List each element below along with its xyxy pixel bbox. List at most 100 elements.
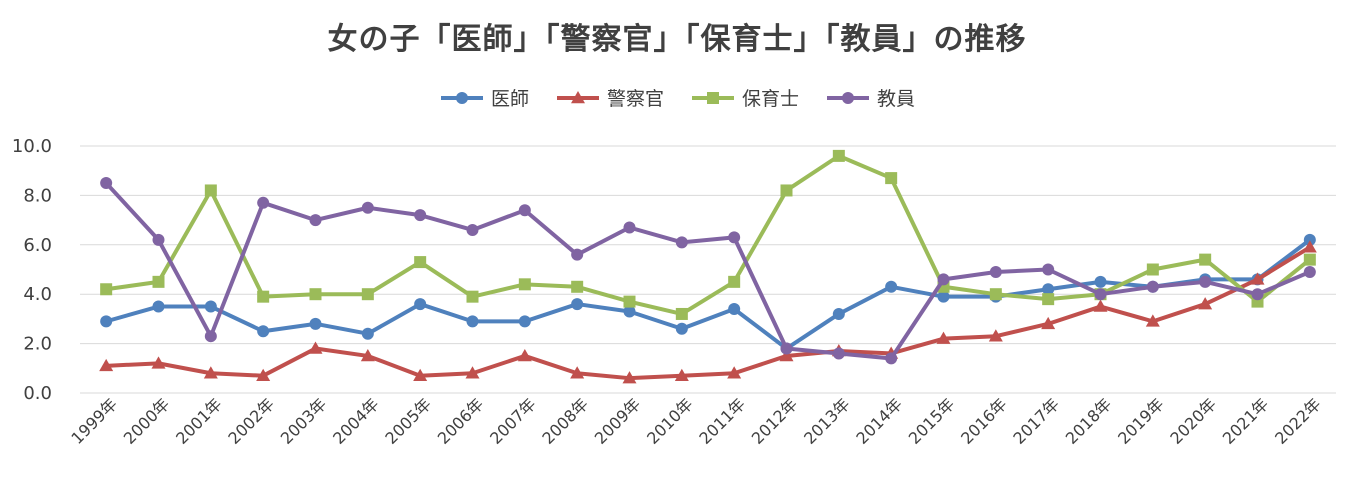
- series-line: [104, 237, 1312, 351]
- data-point: [518, 315, 531, 328]
- chart-title: 女の子「医師」「警察官」「保育士」「教員」の推移: [327, 22, 1027, 57]
- series-4: [100, 177, 1316, 365]
- data-point: [152, 233, 165, 246]
- data-point: [571, 298, 584, 311]
- x-tick-label: 2000年: [120, 394, 174, 448]
- x-tick-label: 2002年: [224, 394, 278, 448]
- data-point: [571, 248, 584, 261]
- data-point: [1145, 314, 1160, 327]
- series-3: [100, 149, 1316, 320]
- data-point: [1303, 265, 1316, 278]
- data-point: [937, 273, 950, 286]
- legend-swatch: [827, 91, 870, 104]
- data-point: [309, 288, 322, 301]
- data-point: [1198, 297, 1213, 310]
- data-point: [203, 366, 218, 379]
- x-tick-label: 2004年: [329, 394, 383, 448]
- series-line: [104, 181, 1312, 361]
- legend-label: 医師: [490, 88, 529, 110]
- data-point: [308, 341, 323, 354]
- data-point: [257, 196, 270, 209]
- x-tick-label: 2007年: [486, 394, 540, 448]
- legend-label: 警察官: [606, 88, 664, 110]
- data-point: [1042, 293, 1055, 306]
- legend-label: 教員: [877, 88, 916, 110]
- data-point: [832, 307, 845, 320]
- data-point: [204, 300, 217, 313]
- data-point: [675, 236, 688, 249]
- data-point: [361, 201, 374, 214]
- data-point: [623, 221, 636, 234]
- data-point: [989, 288, 1002, 301]
- data-point: [937, 290, 950, 303]
- x-tick-label: 2011年: [695, 394, 749, 448]
- legend-item: 警察官: [555, 84, 664, 111]
- x-tick-label: 2012年: [748, 394, 802, 448]
- legend-item: 医師: [439, 84, 529, 111]
- data-point: [989, 265, 1002, 278]
- data-point: [518, 278, 531, 291]
- data-point: [257, 325, 270, 338]
- data-point: [152, 275, 165, 288]
- x-tick-label: 2014年: [852, 394, 906, 448]
- data-point: [1093, 299, 1108, 312]
- data-point: [1199, 275, 1212, 288]
- x-tick-label: 2005年: [381, 394, 435, 448]
- data-point: [100, 315, 113, 328]
- data-point: [414, 209, 427, 222]
- data-point: [1303, 233, 1316, 246]
- y-tick-label: 2.0: [23, 334, 52, 355]
- data-point: [1303, 253, 1316, 266]
- data-point: [885, 352, 898, 365]
- data-point: [780, 342, 793, 355]
- x-tick-label: 2019年: [1114, 394, 1168, 448]
- data-point: [466, 315, 479, 328]
- data-point: [623, 295, 636, 308]
- x-tick-label: 2022年: [1271, 394, 1325, 448]
- x-tick-label: 2003年: [277, 394, 331, 448]
- data-point: [466, 223, 479, 236]
- data-point: [675, 322, 688, 335]
- data-point: [728, 231, 741, 244]
- data-point: [413, 368, 428, 381]
- data-point: [257, 290, 270, 303]
- y-tick-label: 8.0: [23, 185, 52, 206]
- data-point: [204, 184, 217, 197]
- data-point: [1250, 272, 1265, 285]
- data-point: [152, 300, 165, 313]
- data-point: [517, 348, 532, 362]
- data-point: [414, 298, 427, 311]
- x-tick-label: 2020年: [1166, 394, 1220, 448]
- data-point: [309, 214, 322, 227]
- x-tick-label: 2001年: [172, 394, 226, 448]
- data-point: [1094, 275, 1107, 288]
- data-point: [570, 366, 585, 379]
- data-point: [309, 317, 322, 330]
- legend-swatch: [556, 90, 599, 103]
- data-point: [1251, 288, 1264, 301]
- data-point: [466, 290, 479, 303]
- data-point: [571, 280, 584, 293]
- data-point: [780, 184, 793, 197]
- data-point: [728, 275, 741, 288]
- legend-item: 保育士: [690, 84, 799, 111]
- data-point: [1042, 283, 1055, 296]
- legend-swatch: [440, 91, 483, 104]
- x-tick-label: 2006年: [434, 394, 488, 448]
- data-point: [885, 280, 898, 293]
- data-point: [1041, 316, 1056, 330]
- y-tick-label: 0.0: [23, 383, 52, 404]
- data-point: [675, 307, 688, 320]
- legend-item: 教員: [825, 84, 915, 111]
- data-point: [674, 368, 689, 381]
- data-point: [936, 331, 951, 344]
- data-point: [623, 305, 636, 318]
- x-tick-label: 2016年: [957, 394, 1011, 448]
- data-point: [204, 330, 217, 343]
- x-tick-label: 2015年: [905, 394, 959, 448]
- x-tick-label: 2009年: [591, 394, 645, 448]
- legend-swatch: [692, 91, 734, 104]
- data-point: [99, 358, 114, 372]
- data-point: [414, 256, 427, 269]
